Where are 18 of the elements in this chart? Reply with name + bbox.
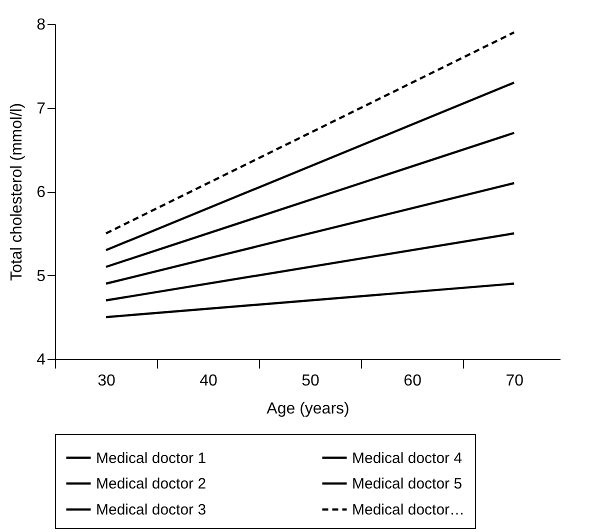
- y-tick-label: 4: [36, 352, 46, 368]
- y-tick-label: 6: [36, 184, 46, 201]
- y-tick-label: 5: [36, 268, 46, 285]
- y-axis-title: Total cholesterol (mmol/l): [8, 103, 26, 281]
- x-tick-label: 40: [200, 372, 218, 390]
- x-tick-label: 70: [506, 372, 524, 390]
- legend-label: Medical doctor 3: [96, 502, 206, 518]
- x-tick-label: 30: [98, 372, 116, 390]
- legend-label: Medical doctor 4: [352, 450, 462, 467]
- y-tick-label: 7: [36, 100, 46, 118]
- x-tick-label: 60: [404, 372, 422, 390]
- legend-label: Medical doctor 5: [352, 476, 462, 492]
- x-axis-title: Age (years): [266, 400, 350, 418]
- y-tick-label: 8: [36, 16, 46, 34]
- legend-label: Medical doctor 1: [96, 450, 206, 467]
- legend-label: Medical doctor…: [352, 502, 465, 518]
- legend-label: Medical doctor 2: [96, 476, 206, 492]
- x-tick-label: 50: [302, 372, 320, 390]
